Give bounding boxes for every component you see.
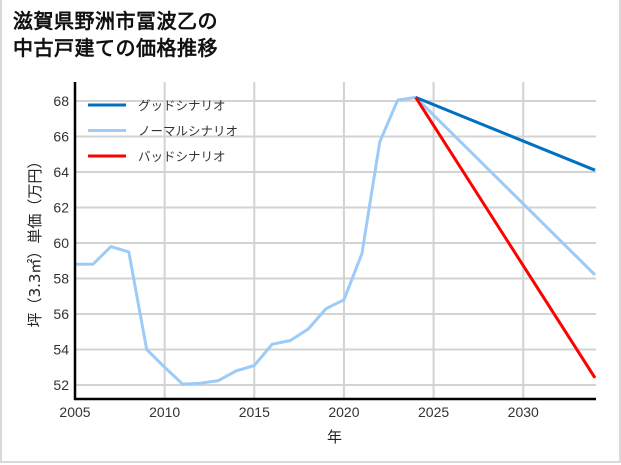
chart-title-line1: 滋賀県野洲市冨波乙の: [13, 9, 218, 33]
y-tick-label: 64: [53, 164, 69, 180]
data-series: [75, 95, 596, 386]
x-axis-label: 年: [327, 428, 342, 446]
x-tick-label: 2030: [508, 404, 539, 420]
y-tick-label: 60: [53, 235, 69, 251]
y-tick-label: 52: [53, 377, 69, 393]
legend-label: グッドシナリオ: [138, 98, 226, 113]
y-tick-label: 56: [53, 306, 69, 322]
legend-label: バッドシナリオ: [138, 149, 226, 164]
y-tick-label: 58: [53, 271, 69, 287]
x-tick-label: 2005: [59, 404, 90, 420]
chart-title-line2: 中古戸建ての価格推移: [13, 36, 218, 60]
series-line: [415, 96, 596, 172]
grid-lines: [75, 82, 596, 399]
y-tick-label: 62: [53, 200, 69, 216]
tick-labels: 52 54 56 58 60 62 64 66 68 2005 2010 2015 2020 2025 20…: [53, 93, 539, 420]
legend-label: ノーマルシナリオ: [138, 124, 238, 139]
x-tick-label: 2025: [418, 404, 449, 420]
axes: [73, 82, 596, 401]
chart-title: 滋賀県野洲市冨波乙の 中古戸建ての価格推移: [13, 8, 218, 62]
y-axis-label: 坪（3.3㎡）単価（万円）: [26, 154, 44, 328]
y-tick-label: 68: [53, 93, 69, 109]
y-tick-label: 66: [53, 129, 69, 145]
x-tick-label: 2010: [149, 404, 180, 420]
series-line: [414, 96, 596, 379]
y-tick-label: 54: [53, 342, 69, 358]
x-tick-label: 2015: [239, 404, 270, 420]
x-tick-label: 2020: [328, 404, 359, 420]
series-line: [75, 95, 596, 386]
